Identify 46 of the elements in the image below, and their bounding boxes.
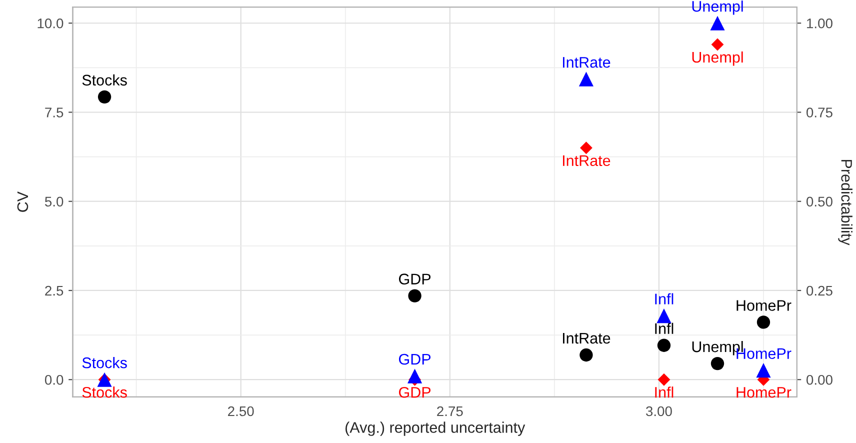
x-tick-label: 2.75 bbox=[437, 406, 463, 416]
point bbox=[711, 38, 724, 51]
data-label: Stocks bbox=[82, 74, 127, 86]
data-label: Unempl bbox=[692, 51, 743, 66]
point bbox=[756, 363, 771, 378]
y2-tick-label: 0.75 bbox=[806, 108, 832, 118]
y-tick-label: 5.0 bbox=[44, 196, 64, 207]
data-label: Stocks bbox=[82, 386, 127, 398]
y2-tick-label: 0.00 bbox=[806, 374, 832, 385]
point bbox=[580, 142, 592, 154]
x-tick-label: 3.00 bbox=[646, 406, 672, 416]
point bbox=[656, 308, 672, 324]
data-label: HomePr bbox=[736, 387, 792, 398]
point bbox=[580, 348, 593, 362]
data-label: Infl bbox=[655, 386, 674, 398]
data-label: Infl bbox=[655, 293, 674, 304]
y-axis-title: CV bbox=[17, 191, 28, 212]
x-axis-title: (Avg.) reported uncertainty bbox=[346, 422, 526, 436]
point bbox=[710, 16, 725, 30]
data-label: IntRate bbox=[562, 57, 610, 68]
y2-axis-title: Predictability bbox=[838, 160, 852, 246]
point bbox=[756, 316, 770, 329]
point bbox=[657, 338, 671, 352]
point bbox=[408, 289, 422, 302]
data-label: Stocks bbox=[82, 357, 127, 368]
y-tick-label: 10.0 bbox=[38, 18, 64, 28]
y2-tick-label: 1.00 bbox=[807, 18, 832, 28]
data-label: Infl bbox=[655, 322, 674, 334]
point bbox=[98, 90, 112, 104]
point bbox=[710, 356, 724, 370]
data-label: IntRate bbox=[562, 332, 610, 344]
data-label: GDP bbox=[398, 274, 431, 284]
data-label: IntRate bbox=[562, 155, 610, 166]
y-tick-label: 7.5 bbox=[45, 108, 64, 118]
x-tick-label: 2.50 bbox=[228, 406, 254, 416]
point bbox=[658, 373, 670, 386]
y-tick-label: 0.0 bbox=[44, 374, 64, 385]
point bbox=[578, 72, 594, 86]
point bbox=[407, 368, 422, 384]
y2-tick-label: 0.25 bbox=[806, 286, 832, 296]
data-label: HomePr bbox=[736, 300, 792, 311]
data-label: Unempl bbox=[692, 0, 743, 15]
data-label: GDP bbox=[398, 354, 431, 365]
y2-tick-label: 0.50 bbox=[806, 196, 832, 207]
data-label: GDP bbox=[398, 386, 431, 398]
y-tick-label: 2.5 bbox=[45, 286, 64, 296]
